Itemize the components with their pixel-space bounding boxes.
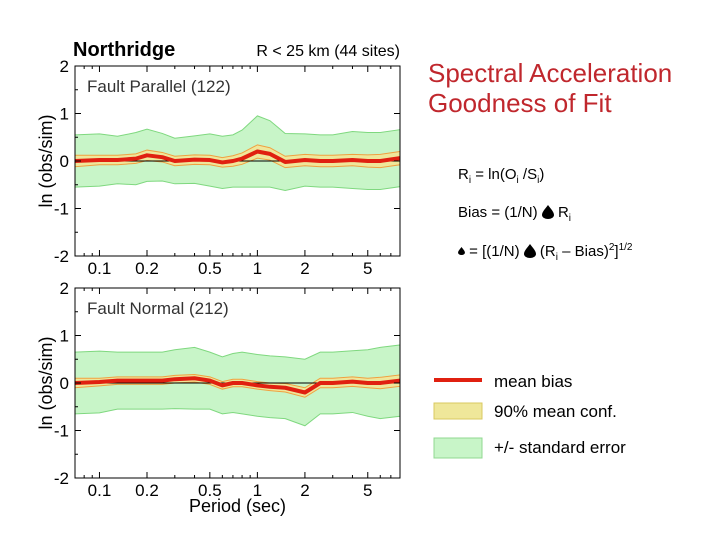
- x-tick-label: 2: [300, 481, 309, 500]
- formula-sub: i: [516, 175, 519, 186]
- y-tick-label: -2: [54, 247, 69, 266]
- formula-text: Bias = (1/N): [458, 204, 542, 221]
- x-tick-label: 0.1: [88, 481, 112, 500]
- y-tick-label: -1: [54, 200, 69, 219]
- formula-text: /S: [518, 166, 538, 183]
- x-tick-label: 0.5: [198, 481, 222, 500]
- chart-title: Spectral Acceleration Goodness of Fit: [428, 58, 672, 118]
- y-tick-label: 0: [60, 374, 69, 393]
- legend-label-conf: 90% mean conf.: [494, 402, 617, 421]
- formula-sub: i: [468, 175, 472, 186]
- formula-text: ]: [614, 243, 619, 260]
- formula-text: – Bias): [558, 243, 609, 260]
- legend-label-mean: mean bias: [494, 372, 573, 391]
- formula-text: (R: [535, 243, 556, 260]
- formula-text: = ln(O: [471, 166, 517, 183]
- chart-panel-2: [74, 287, 401, 479]
- chart-panel-1: [74, 65, 401, 257]
- y-tick-label: 2: [60, 57, 69, 76]
- y-tick-label: -1: [54, 422, 69, 441]
- y-tick-label: 2: [60, 279, 69, 298]
- y-tick-label: -2: [54, 469, 69, 488]
- y-tick-label: 1: [60, 105, 69, 124]
- formula-text: R: [458, 166, 469, 183]
- x-tick-label: 0.5: [198, 259, 222, 278]
- title-line-1: Spectral Acceleration: [428, 58, 673, 88]
- legend-swatch-mean: [434, 378, 482, 382]
- formula-residual: Ri = ln(Oi /Si): [458, 166, 544, 186]
- formula-sub: i: [568, 213, 572, 224]
- x-tick-label: 0.1: [88, 259, 112, 278]
- legend-swatch-conf: [433, 402, 483, 420]
- formula-sigma: = [(1/N) (Ri – Bias)2]1/2: [458, 242, 633, 263]
- distance-note: R < 25 km (44 sites): [256, 43, 400, 60]
- x-tick-label: 0.2: [135, 481, 159, 500]
- x-axis-label: Period (sec): [189, 496, 286, 516]
- mean-bias-line: [74, 376, 401, 395]
- title-line-2: Goodness of Fit: [428, 88, 612, 118]
- legend-swatch-stderr: [433, 437, 483, 459]
- site-name: Northridge: [73, 39, 175, 61]
- formula-sup: 2: [608, 242, 615, 253]
- x-tick-label: 1: [253, 481, 262, 500]
- y-axis-label: ln (obs/sim): [36, 336, 56, 429]
- formula-text: R: [553, 204, 569, 221]
- formula-sub: i: [537, 175, 540, 186]
- formula-text: ): [539, 166, 545, 183]
- legend-label-stderr: +/- standard error: [494, 438, 626, 457]
- y-tick-label: 0: [60, 152, 69, 171]
- x-tick-label: 1: [253, 259, 262, 278]
- x-tick-label: 0.2: [135, 259, 159, 278]
- x-tick-label: 5: [363, 481, 372, 500]
- formula-sub: i: [555, 252, 558, 263]
- summation-icon: [523, 244, 536, 258]
- x-tick-label: 5: [363, 259, 372, 278]
- mean-bias-line: [74, 149, 401, 165]
- summation-icon: [541, 205, 554, 219]
- y-tick-label: 1: [60, 327, 69, 346]
- std-error-band: [74, 115, 401, 191]
- panel-label: Fault Normal (212): [87, 299, 229, 318]
- formula-text: = [(1/N): [465, 243, 524, 260]
- x-tick-label: 2: [300, 259, 309, 278]
- y-axis-label: ln (obs/sim): [36, 114, 56, 207]
- formula-bias: Bias = (1/N) Ri: [458, 204, 571, 224]
- panel-label: Fault Parallel (122): [87, 77, 231, 96]
- formula-sup: 1/2: [618, 242, 633, 253]
- sigma-icon: [458, 247, 465, 255]
